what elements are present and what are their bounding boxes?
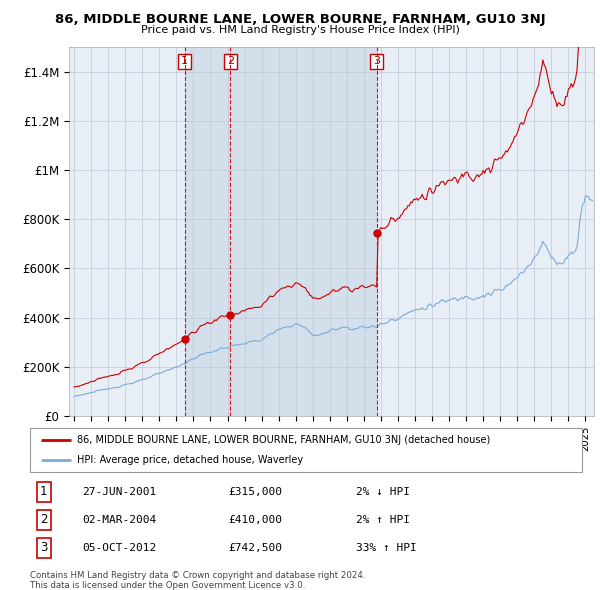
Text: HPI: Average price, detached house, Waverley: HPI: Average price, detached house, Wave… [77, 455, 303, 464]
Text: 02-MAR-2004: 02-MAR-2004 [82, 515, 157, 525]
Text: 05-OCT-2012: 05-OCT-2012 [82, 543, 157, 553]
Text: Price paid vs. HM Land Registry's House Price Index (HPI): Price paid vs. HM Land Registry's House … [140, 25, 460, 35]
Text: Contains HM Land Registry data © Crown copyright and database right 2024.: Contains HM Land Registry data © Crown c… [30, 571, 365, 580]
Text: 27-JUN-2001: 27-JUN-2001 [82, 487, 157, 497]
Text: 3: 3 [40, 541, 47, 554]
Text: 33% ↑ HPI: 33% ↑ HPI [356, 543, 416, 553]
Text: 3: 3 [373, 57, 380, 67]
Text: £315,000: £315,000 [229, 487, 283, 497]
Text: 2% ↑ HPI: 2% ↑ HPI [356, 515, 410, 525]
Text: £410,000: £410,000 [229, 515, 283, 525]
Text: 2: 2 [227, 57, 234, 67]
Text: 86, MIDDLE BOURNE LANE, LOWER BOURNE, FARNHAM, GU10 3NJ: 86, MIDDLE BOURNE LANE, LOWER BOURNE, FA… [55, 13, 545, 26]
Text: This data is licensed under the Open Government Licence v3.0.: This data is licensed under the Open Gov… [30, 581, 305, 589]
FancyBboxPatch shape [30, 428, 582, 472]
Text: 86, MIDDLE BOURNE LANE, LOWER BOURNE, FARNHAM, GU10 3NJ (detached house): 86, MIDDLE BOURNE LANE, LOWER BOURNE, FA… [77, 435, 490, 445]
Text: £742,500: £742,500 [229, 543, 283, 553]
Text: 2: 2 [40, 513, 47, 526]
Bar [185, 47, 230, 416]
Bar [230, 47, 377, 416]
Text: 1: 1 [40, 486, 47, 499]
Text: 1: 1 [181, 57, 188, 67]
Text: 2% ↓ HPI: 2% ↓ HPI [356, 487, 410, 497]
